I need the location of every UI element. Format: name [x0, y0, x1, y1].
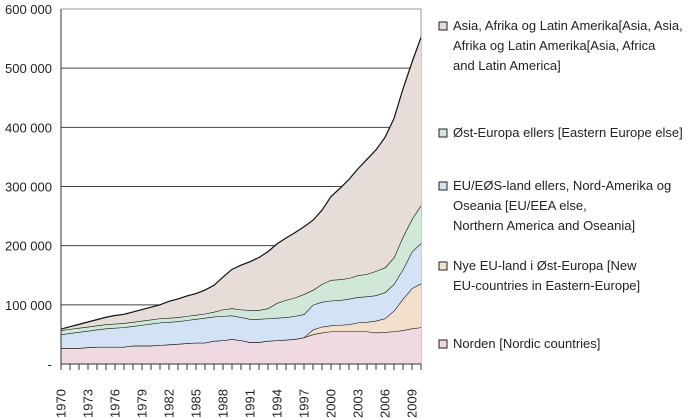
x-tick-label: 1976 [108, 389, 123, 418]
x-tick-label: 1994 [270, 389, 285, 418]
y-tick-label: 100 000 [5, 298, 52, 313]
x-tick-label: 1979 [135, 389, 150, 418]
y-tick-label: - [48, 357, 52, 372]
legend-label: Oseania [EU/EEA else, [453, 198, 587, 213]
legend-label: and Latin America] [453, 58, 561, 73]
legend-swatch [438, 339, 448, 349]
legend-swatch [438, 181, 448, 191]
legend-swatch [438, 261, 448, 271]
x-tick-label: 2006 [378, 389, 393, 418]
x-tick-label: 1991 [243, 389, 258, 418]
area-outline-4 [60, 37, 422, 330]
legend-swatch [438, 21, 448, 31]
legend-label: EU/EØS-land ellers, Nord-Amerika og [453, 178, 671, 193]
y-tick-label: 500 000 [5, 61, 52, 76]
x-tick-label: 1997 [297, 389, 312, 418]
y-tick-label: 400 000 [5, 120, 52, 135]
x-tick-label: 1988 [216, 389, 231, 418]
legend-label: Norden [Nordic countries] [453, 336, 600, 351]
legend-label: Northern America and Oseania] [453, 218, 635, 233]
legend-label: Nye EU-land i Øst-Europa [New [453, 258, 637, 273]
area-series-0 [61, 327, 421, 364]
x-tick-label: 2009 [405, 389, 420, 418]
x-tick-label: 1982 [162, 389, 177, 418]
legend-label: Asia, Afrika og Latin Amerika[Asia, Asia… [453, 18, 683, 33]
x-tick-label: 2000 [324, 389, 339, 418]
legend-swatch [438, 128, 448, 138]
x-tick-label: 1970 [54, 389, 69, 418]
x-tick-label: 2003 [351, 389, 366, 418]
x-tick-label: 1985 [189, 389, 204, 418]
legend-label: EU-countries in Eastern-Europe] [453, 278, 640, 293]
area-series-2 [61, 243, 421, 349]
y-tick-label: 600 000 [5, 2, 52, 17]
area-series-4 [61, 37, 421, 331]
x-tick-label: 1973 [81, 389, 96, 418]
legend-label: Øst-Europa ellers [Eastern Europe else] [453, 125, 683, 140]
legend-label: Afrika og Latin Amerika[Asia, Africa [453, 38, 656, 53]
y-tick-label: 300 000 [5, 180, 52, 195]
y-tick-label: 200 000 [5, 239, 52, 254]
